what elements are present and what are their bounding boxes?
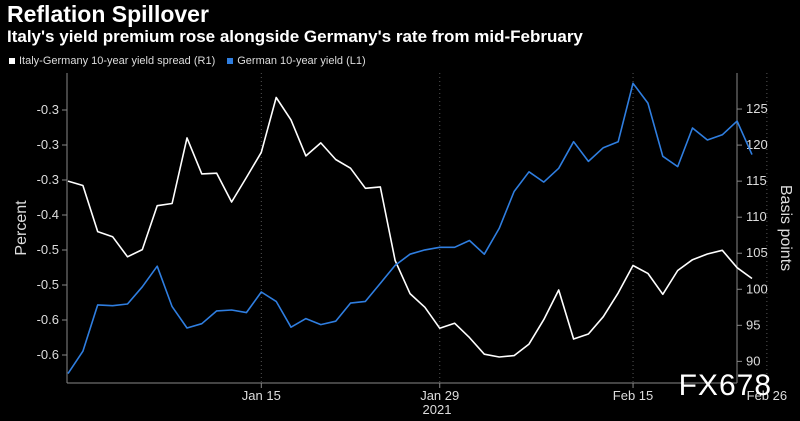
legend-label-german-yield: German 10-year yield (L1) [237,55,366,67]
watermark: FX678 [678,369,772,402]
legend-swatch-german-yield [227,58,234,64]
left-tick-label: -0.5 [37,242,59,257]
x-tick-label: Jan 15 [242,388,281,403]
right-tick-label: 110 [746,209,767,224]
series-group [67,82,753,375]
series-line-spread [67,96,753,358]
right-axis-label: Basis points [777,185,794,271]
x-ticks: Jan 15 Jan 29 Feb 15 Feb 26 [242,383,787,403]
right-tick-label: 95 [746,317,760,332]
x-tick-label: Feb 15 [613,388,653,403]
right-ticks: 125 120 115 110 105 100 95 90 [737,101,768,368]
left-tick-label: -0.6 [37,312,59,327]
right-tick-label: 125 [746,101,768,116]
left-tick-label: -0.6 [37,347,59,362]
legend-item-spread: Italy-Germany 10-year yield spread (R1) [9,55,215,67]
x-axis-label: 2021 [423,402,452,417]
series-line-german-yield [67,82,753,375]
left-tick-label: -0.3 [37,172,59,187]
legend-swatch-spread [9,58,15,64]
legend-item-german-yield: German 10-year yield (L1) [227,55,366,67]
right-tick-label: 115 [746,173,767,188]
left-ticks: -0.3 -0.3 -0.3 -0.4 -0.5 -0.5 -0.6 -0.6 [37,102,67,362]
grid [260,73,768,383]
legend-label-spread: Italy-Germany 10-year yield spread (R1) [19,55,216,67]
right-tick-label: 105 [746,245,768,260]
chart-subtitle: Italy's yield premium rose alongside Ger… [7,27,583,46]
right-tick-label: 100 [746,281,768,296]
legend: Italy-Germany 10-year yield spread (R1) … [9,55,378,67]
left-tick-label: -0.5 [37,277,59,292]
chart-title: Reflation Spillover [7,1,209,27]
x-tick-label: Jan 29 [420,388,459,403]
left-tick-label: -0.3 [37,137,59,152]
right-tick-label: 120 [746,137,768,152]
x-tick-label: Feb 26 [747,388,787,403]
right-tick-label: 90 [746,353,760,368]
left-axis-label: Percent [13,200,30,256]
left-tick-label: -0.3 [37,102,59,117]
left-tick-label: -0.4 [37,207,59,222]
